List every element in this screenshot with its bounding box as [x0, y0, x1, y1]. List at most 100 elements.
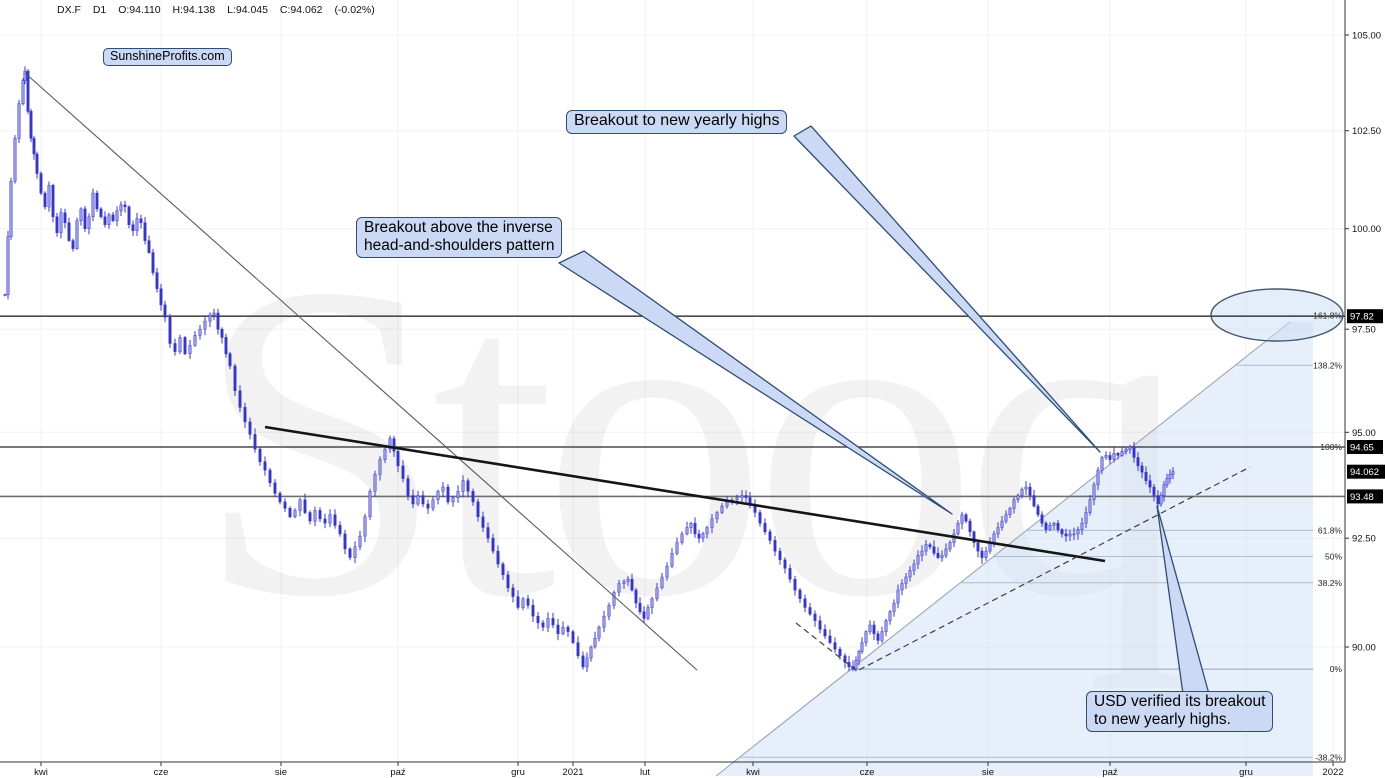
candle-body: [773, 540, 777, 552]
candle-body: [32, 138, 36, 155]
candle-body: [396, 450, 400, 467]
candle-body: [203, 320, 207, 330]
candle-body: [143, 222, 147, 241]
neckline-thick: [264, 425, 1106, 563]
candle-body: [115, 210, 119, 222]
candle-body: [928, 544, 932, 548]
candle-body: [541, 622, 545, 628]
candle-body: [303, 499, 307, 513]
candle-body: [155, 272, 159, 289]
candle-body: [23, 70, 27, 81]
candle-body: [198, 328, 202, 336]
candle-body: [216, 312, 220, 330]
candle-body: [908, 570, 912, 578]
candle-body: [178, 337, 182, 352]
candle-body: [680, 533, 684, 543]
candle-body: [511, 587, 515, 597]
candle-body: [1076, 529, 1080, 535]
candle-body: [561, 626, 565, 635]
candle-body: [1165, 478, 1169, 486]
candle-body: [892, 602, 896, 613]
candle-body: [778, 550, 782, 560]
candle-body: [139, 218, 143, 224]
candle-body: [1148, 480, 1152, 488]
candle-body: [103, 216, 107, 225]
candle-body: [521, 598, 525, 608]
candle-body: [864, 631, 868, 643]
x-tick-label: lut: [640, 767, 650, 778]
candle-body: [701, 533, 705, 539]
price-tag-box: [1347, 464, 1385, 479]
trendlines: [24, 72, 1251, 672]
candle-body: [710, 518, 714, 528]
candle-body: [147, 240, 151, 253]
candle-body: [47, 185, 51, 208]
candle-body: [135, 218, 139, 231]
candle-body: [607, 605, 611, 617]
candle-body: [263, 461, 267, 471]
candle-body: [1032, 495, 1036, 507]
candle-body: [880, 631, 884, 641]
candle-body: [916, 555, 920, 565]
candle-body: [1036, 505, 1040, 515]
candle-body: [1088, 499, 1092, 513]
candle-body: [466, 480, 470, 492]
candle-body: [1156, 495, 1160, 505]
candle-body: [1132, 446, 1136, 458]
candle-body: [854, 659, 858, 670]
sunshineprofits-branding-badge: SunshineProfits.com: [103, 48, 232, 66]
candle-body: [675, 542, 679, 554]
candle-body: [847, 662, 851, 668]
candle-body: [43, 192, 47, 208]
price-tags: 97.82 94.65 94.062 93.48: [1347, 309, 1385, 504]
candle-body: [1092, 484, 1096, 500]
candle-body: [431, 499, 435, 509]
candle-body: [248, 421, 252, 435]
x-tick-label: sie: [275, 767, 287, 778]
candle-body: [642, 611, 646, 619]
price-tag-box: [1347, 489, 1383, 504]
callout-tail-breakout-yearly: [793, 125, 1101, 453]
ohlc-header: DX.F D1 O:94.110 H:94.138 L:94.045 C:94.…: [57, 4, 384, 16]
candle-body: [131, 224, 135, 231]
candle-body: [476, 501, 480, 518]
candle-body: [273, 482, 277, 494]
candle-body: [1056, 522, 1060, 530]
candle-body: [660, 576, 664, 589]
candle-body: [441, 486, 445, 492]
candle-body: [79, 208, 83, 222]
candle-body: [808, 607, 812, 615]
x-tick-label: cze: [860, 767, 875, 778]
candle-body: [593, 637, 597, 648]
candle-body: [650, 598, 654, 608]
fib-level-label: 50%: [1325, 552, 1342, 562]
candle-body: [308, 512, 312, 522]
candle-body: [763, 522, 767, 533]
annotation-inverse-head-and-shoulders: Breakout above the inverse head-and-shou…: [356, 217, 563, 259]
candle-body: [1024, 486, 1028, 490]
candle-body: [980, 550, 984, 558]
candle-body: [208, 314, 212, 322]
candle-body: [363, 516, 367, 537]
symbol-label: DX.F: [57, 4, 81, 16]
candle-body: [744, 495, 748, 498]
candle-body: [1136, 457, 1140, 467]
candle-body: [1124, 448, 1128, 452]
candle-body: [91, 192, 95, 218]
candle-body: [193, 335, 197, 346]
candle-body: [471, 491, 475, 503]
candle-body: [626, 578, 630, 582]
candle-body: [95, 192, 99, 210]
candle-body: [183, 337, 187, 355]
candle-body: [1072, 533, 1076, 536]
candle-body: [3, 294, 7, 296]
price-tag-label: 94.062: [1350, 467, 1379, 478]
close-value: C:94.062: [279, 4, 323, 16]
candle-body: [436, 491, 440, 501]
x-tick-label: paź: [1102, 767, 1118, 778]
candle-body: [1040, 514, 1044, 524]
x-tick-label: gru: [1239, 767, 1253, 778]
x-tick-label: 2021: [562, 767, 583, 778]
